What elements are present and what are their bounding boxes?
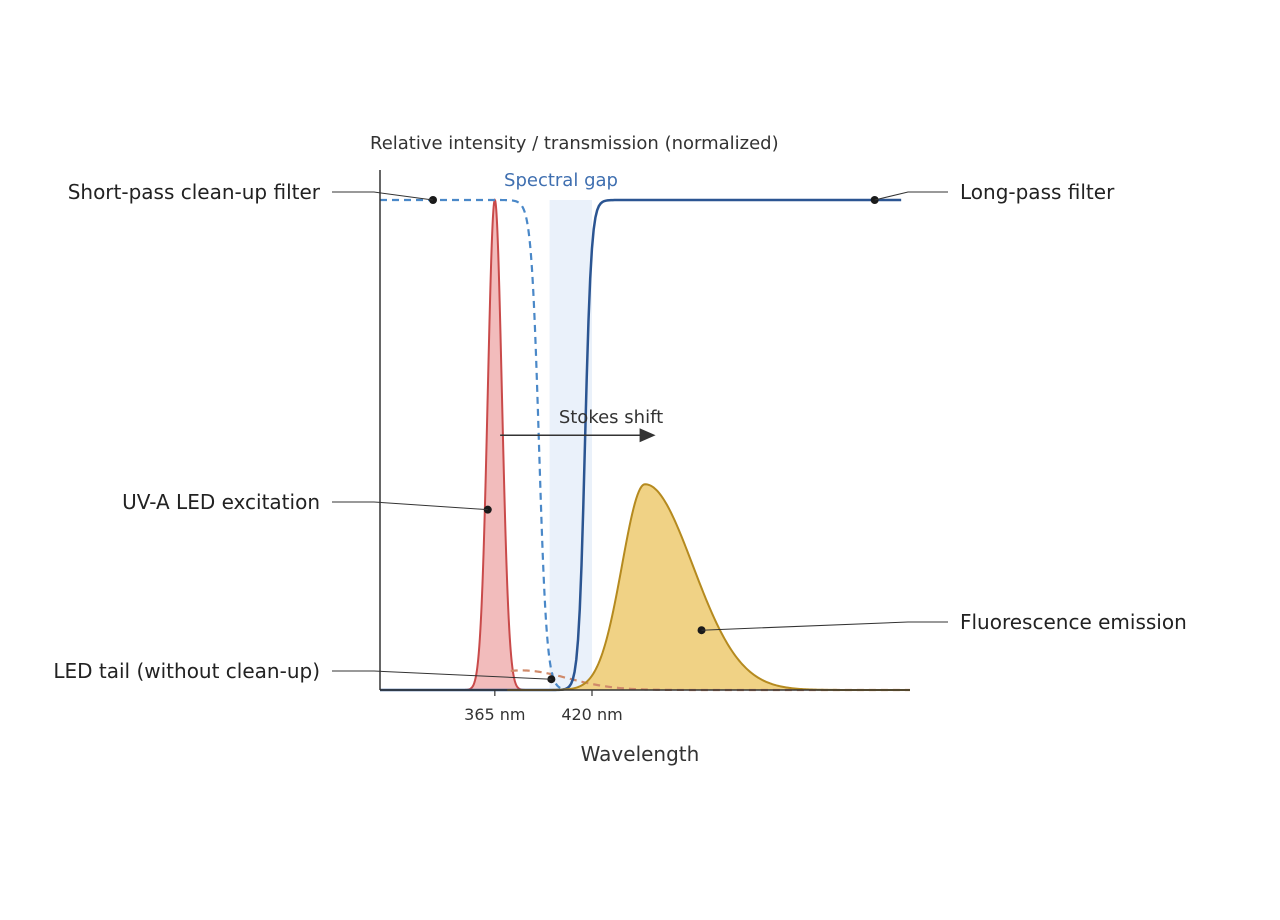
callout-label: Short-pass clean-up filter: [68, 180, 321, 204]
callout-leader: [332, 670, 552, 680]
callout-label: Long-pass filter: [960, 180, 1115, 204]
callout-label: UV-A LED excitation: [122, 490, 320, 514]
y-axis-title: Relative intensity / transmission (norma…: [370, 133, 779, 154]
x-axis-title: Wavelength: [581, 742, 700, 766]
stokes-shift-label: Stokes shift: [559, 407, 663, 428]
short-pass-clean-up-filter-curve: [380, 198, 561, 689]
callout-leader: [701, 621, 948, 631]
callout-label: LED tail (without clean-up): [53, 659, 320, 683]
stokes-shift-arrowhead: [639, 428, 656, 443]
callout-leader: [874, 191, 948, 201]
callout-leader: [332, 501, 488, 511]
uv-a-led-excitation-fill: [452, 200, 538, 690]
spectral-gap-label: Spectral gap: [504, 170, 618, 191]
callout-label: Fluorescence emission: [960, 610, 1187, 634]
fluorescence-emission-fill: [507, 484, 910, 690]
x-tick-label: 365 nm: [464, 705, 525, 724]
x-tick-label: 420 nm: [561, 705, 622, 724]
callout-leader: [332, 191, 434, 201]
